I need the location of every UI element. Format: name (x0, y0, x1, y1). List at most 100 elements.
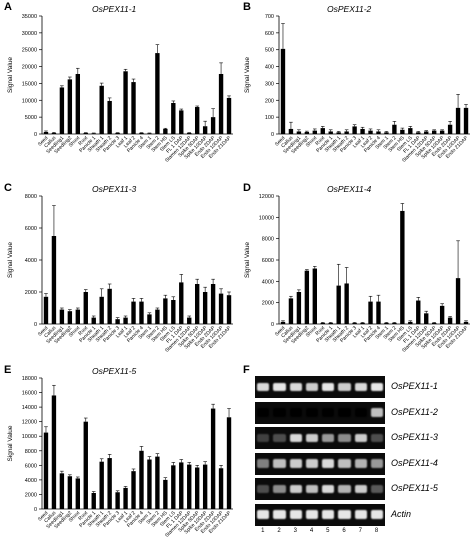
y-tick-label: 0 (34, 132, 37, 138)
y-tick-label: 500 (265, 48, 274, 54)
bar (83, 132, 88, 134)
bar (424, 131, 429, 134)
bar (344, 283, 349, 324)
bar (194, 284, 200, 324)
bar (179, 110, 184, 134)
y-tick-label: 0 (271, 322, 274, 328)
bar (210, 408, 216, 509)
bar (75, 478, 81, 509)
gel-band (289, 510, 302, 519)
bar (218, 73, 224, 134)
bar (163, 128, 168, 134)
gel-band (322, 484, 335, 494)
bar (447, 124, 453, 134)
y-tick-label: 8000 (25, 449, 37, 455)
chart-title-a: OsPEX11-1 (92, 4, 137, 14)
bar (368, 301, 373, 324)
bar (463, 321, 469, 324)
gel-band (354, 408, 367, 417)
bar (155, 53, 160, 135)
bar (392, 322, 397, 324)
lane-number: 2 (277, 528, 281, 534)
gel-band (370, 433, 383, 443)
gel-band (338, 433, 351, 443)
y-tick-label: 2000 (25, 492, 37, 498)
bar (59, 473, 65, 509)
y-tick-label: 400 (265, 65, 274, 71)
bar (171, 102, 176, 134)
bar (416, 300, 421, 324)
bar (202, 126, 208, 134)
gel-band (257, 510, 270, 519)
bar (115, 132, 120, 134)
y-tick-label: 12000 (259, 194, 274, 200)
panel-letter-b: B (243, 1, 251, 13)
gel-row-label: OsPEX11-5 (391, 483, 438, 493)
bar (439, 305, 445, 324)
gel-band (257, 459, 270, 468)
y-tick-label: 20000 (22, 65, 37, 71)
gel-band (289, 382, 302, 392)
bar (352, 322, 357, 324)
gel-row-label: OsPEX11-3 (391, 432, 438, 442)
bar (75, 73, 81, 134)
bar (376, 301, 381, 324)
y-tick-label: 16000 (22, 391, 37, 397)
bar (139, 450, 144, 509)
bar (431, 130, 437, 134)
bar (115, 319, 120, 324)
bar (99, 296, 104, 324)
y-tick-label: 200 (265, 98, 274, 104)
bar (139, 132, 144, 134)
y-tick-label: 35000 (22, 14, 37, 20)
bar (280, 321, 286, 324)
gel-strip (255, 452, 385, 475)
y-tick-label: 4000 (262, 279, 274, 285)
gel-band (370, 408, 383, 417)
gel-band (273, 459, 286, 468)
bar (296, 131, 302, 134)
bar (155, 456, 160, 509)
bar (360, 322, 365, 324)
gel-band (354, 382, 367, 392)
bar (147, 314, 152, 324)
gel-band (289, 408, 302, 417)
gel-band (305, 510, 318, 519)
gel-band (354, 484, 367, 494)
bar (123, 317, 128, 324)
gel-band (305, 484, 318, 494)
bar (202, 292, 208, 324)
y-tick-label: 2000 (262, 301, 274, 307)
bar (202, 464, 208, 509)
bar (59, 309, 65, 324)
bar (83, 421, 88, 509)
bar (288, 298, 294, 324)
bar (288, 128, 294, 134)
bar (455, 107, 461, 134)
bar (328, 322, 333, 324)
y-tick-label: 30000 (22, 31, 37, 37)
lane-number: 6 (342, 528, 346, 534)
bar (226, 295, 232, 324)
gel-band (370, 382, 383, 392)
gel-band (273, 433, 286, 443)
bar (147, 133, 152, 134)
gel-band (273, 484, 286, 494)
gel-strip (255, 478, 385, 500)
gel-band (338, 408, 351, 417)
lane-number: 8 (374, 528, 379, 534)
gel-strip (255, 401, 385, 424)
bar (99, 85, 104, 134)
chart-title-c: OsPEX11-3 (92, 184, 137, 194)
gel-band (289, 433, 302, 443)
gel-row-label: OsPEX11-2 (391, 406, 438, 417)
bar (463, 107, 469, 134)
bar (312, 268, 318, 324)
y-tick-label: 8000 (25, 194, 37, 200)
bar (131, 82, 136, 134)
chart-panel-a: A OsPEX11-1 0 5000 10000 15000 20000 25000 300… (0, 0, 237, 170)
gel-band (305, 408, 318, 417)
y-tick-label: 25000 (22, 48, 37, 54)
